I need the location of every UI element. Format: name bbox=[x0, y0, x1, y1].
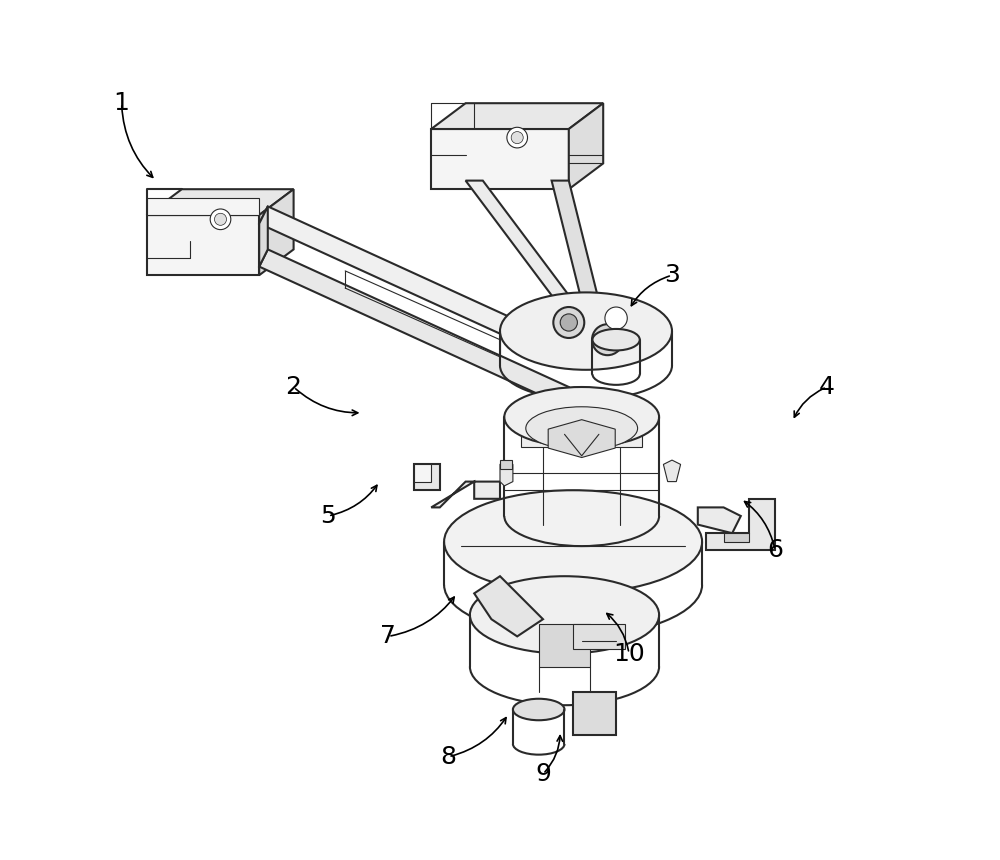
Polygon shape bbox=[466, 181, 586, 318]
Polygon shape bbox=[259, 206, 569, 361]
Polygon shape bbox=[259, 249, 569, 404]
Polygon shape bbox=[552, 181, 603, 318]
Circle shape bbox=[511, 132, 523, 144]
Polygon shape bbox=[500, 460, 512, 469]
Text: 5: 5 bbox=[320, 504, 336, 528]
Polygon shape bbox=[663, 460, 681, 482]
Text: 9: 9 bbox=[535, 762, 551, 786]
Polygon shape bbox=[698, 507, 741, 533]
Ellipse shape bbox=[444, 490, 702, 593]
Text: 2: 2 bbox=[286, 375, 302, 399]
Circle shape bbox=[210, 209, 231, 230]
Text: 3: 3 bbox=[664, 263, 680, 287]
Polygon shape bbox=[431, 482, 500, 507]
Circle shape bbox=[507, 127, 528, 148]
Polygon shape bbox=[724, 533, 749, 542]
Polygon shape bbox=[521, 417, 642, 447]
Polygon shape bbox=[474, 576, 543, 636]
Text: 4: 4 bbox=[819, 375, 835, 399]
Polygon shape bbox=[259, 189, 294, 275]
Circle shape bbox=[214, 213, 227, 225]
Polygon shape bbox=[414, 464, 431, 482]
Circle shape bbox=[560, 314, 577, 331]
Text: 8: 8 bbox=[440, 745, 456, 769]
Polygon shape bbox=[573, 624, 625, 649]
Polygon shape bbox=[431, 129, 569, 189]
Ellipse shape bbox=[592, 329, 640, 351]
Ellipse shape bbox=[526, 407, 638, 450]
Ellipse shape bbox=[513, 698, 564, 720]
Polygon shape bbox=[500, 460, 513, 486]
Polygon shape bbox=[147, 198, 259, 215]
Ellipse shape bbox=[470, 576, 659, 654]
Text: 7: 7 bbox=[380, 624, 396, 648]
Circle shape bbox=[605, 307, 627, 329]
Polygon shape bbox=[431, 103, 603, 129]
Circle shape bbox=[553, 307, 584, 338]
Circle shape bbox=[592, 324, 623, 355]
Text: 10: 10 bbox=[613, 642, 645, 666]
Circle shape bbox=[599, 331, 616, 348]
Ellipse shape bbox=[504, 387, 659, 447]
Ellipse shape bbox=[500, 292, 672, 370]
Polygon shape bbox=[147, 215, 259, 275]
Polygon shape bbox=[414, 464, 440, 490]
Polygon shape bbox=[548, 420, 615, 458]
Polygon shape bbox=[706, 499, 775, 550]
Text: 6: 6 bbox=[767, 538, 783, 562]
Text: 1: 1 bbox=[114, 91, 130, 115]
Polygon shape bbox=[569, 103, 603, 189]
Polygon shape bbox=[147, 189, 294, 215]
Polygon shape bbox=[539, 624, 590, 666]
Polygon shape bbox=[259, 206, 268, 267]
Polygon shape bbox=[573, 692, 616, 735]
